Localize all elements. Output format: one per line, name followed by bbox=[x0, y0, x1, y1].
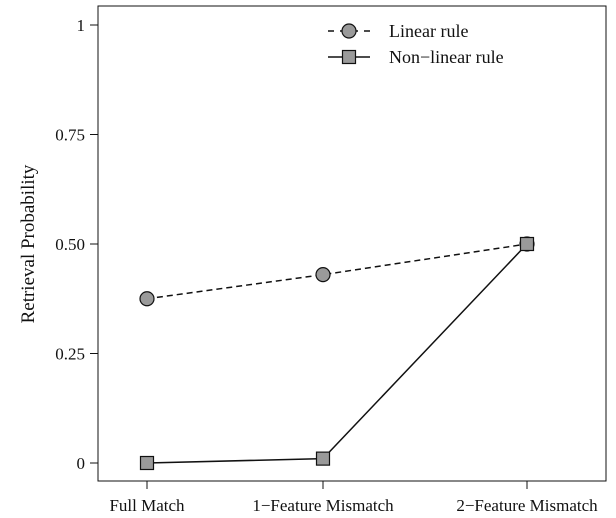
legend-item-2: Non−linear rule bbox=[328, 47, 504, 67]
series-layer bbox=[139, 236, 535, 471]
series-line bbox=[146, 243, 528, 464]
data-point bbox=[139, 291, 155, 307]
series-line bbox=[146, 243, 528, 300]
y-tick-label: 0 bbox=[77, 454, 86, 473]
x-tick-label: 1−Feature Mismatch bbox=[252, 496, 394, 515]
data-point bbox=[315, 267, 331, 283]
x-tick-label: 2−Feature Mismatch bbox=[456, 496, 598, 515]
y-tick-label: 0.75 bbox=[55, 126, 85, 145]
legend-item-1: Linear rule bbox=[328, 21, 468, 41]
y-tick-label: 1 bbox=[77, 16, 86, 35]
data-point bbox=[315, 451, 331, 466]
legend-label: Linear rule bbox=[389, 21, 468, 41]
y-tick-label: 0.50 bbox=[55, 235, 85, 254]
x-tick-label: Full Match bbox=[109, 496, 185, 515]
x-axis: Full Match 1−Feature Mismatch 2−Feature Mi… bbox=[109, 481, 598, 515]
y-axis-label: Retrieval Probability bbox=[18, 164, 39, 323]
legend-marker bbox=[341, 49, 357, 65]
y-axis: 0 0.25 0.50 0.75 1 bbox=[55, 16, 98, 473]
data-point bbox=[519, 236, 535, 252]
series-1 bbox=[139, 236, 535, 307]
series-2 bbox=[139, 236, 535, 471]
data-point bbox=[139, 455, 155, 471]
legend-label: Non−linear rule bbox=[389, 47, 504, 67]
legend-marker bbox=[341, 23, 357, 39]
y-tick-label: 0.25 bbox=[55, 345, 85, 364]
legend: Linear rule Non−linear rule bbox=[328, 21, 504, 67]
